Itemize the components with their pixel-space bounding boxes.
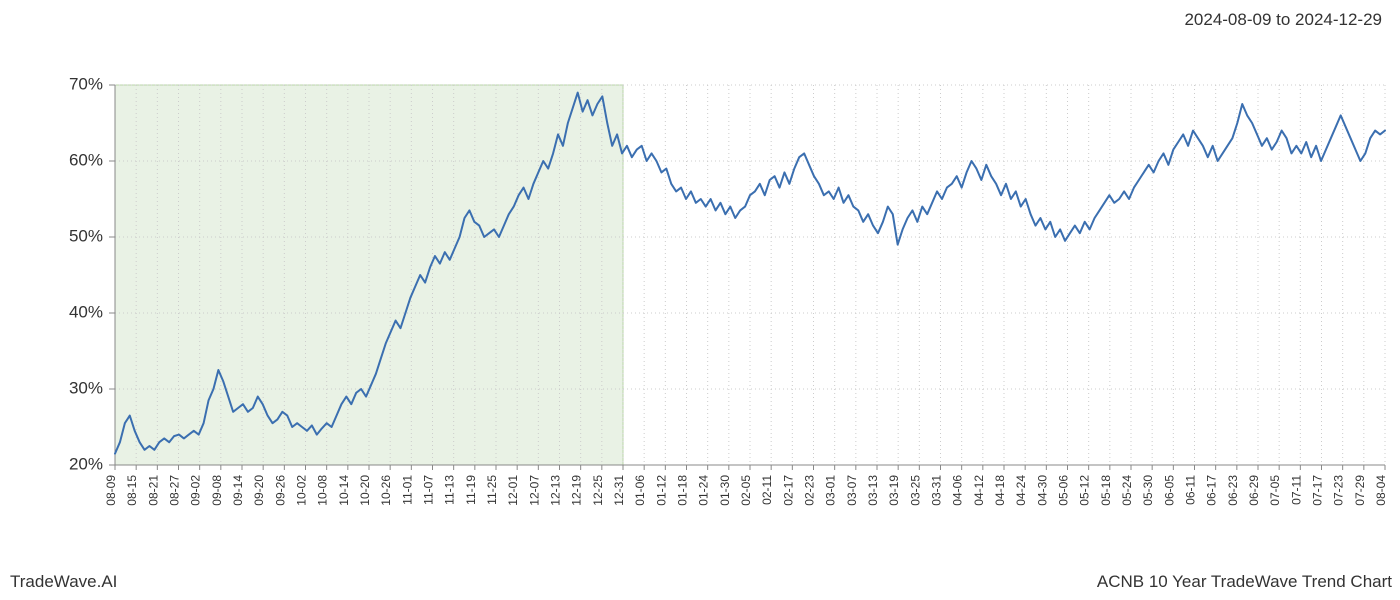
xtick-label: 01-18 — [676, 475, 690, 506]
xtick-label: 06-23 — [1226, 475, 1240, 506]
xtick-label: 08-09 — [104, 475, 118, 506]
xtick-label: 07-29 — [1353, 475, 1367, 506]
xtick-label: 12-07 — [527, 475, 541, 506]
xtick-label: 06-05 — [1162, 475, 1176, 506]
xtick-label: 12-01 — [506, 475, 520, 506]
xtick-label: 09-02 — [189, 475, 203, 506]
xtick-label: 12-13 — [549, 475, 563, 506]
xtick-label: 02-23 — [803, 475, 817, 506]
xtick-label: 04-12 — [972, 475, 986, 506]
xtick-label: 07-05 — [1268, 475, 1282, 506]
xtick-label: 12-19 — [570, 475, 584, 506]
xtick-label: 08-27 — [168, 475, 182, 506]
xtick-label: 01-12 — [654, 475, 668, 506]
xtick-label: 01-06 — [633, 475, 647, 506]
xtick-label: 06-29 — [1247, 475, 1261, 506]
xtick-label: 08-15 — [125, 475, 139, 506]
xtick-label: 10-02 — [295, 475, 309, 506]
xtick-label: 03-07 — [845, 475, 859, 506]
xtick-label: 04-18 — [993, 475, 1007, 506]
xtick-label: 11-25 — [485, 475, 499, 505]
xtick-label: 10-14 — [337, 475, 351, 506]
xtick-label: 11-13 — [443, 475, 457, 505]
xtick-label: 03-13 — [866, 475, 880, 506]
ytick-label: 50% — [69, 226, 103, 245]
xtick-label: 03-01 — [824, 475, 838, 506]
xtick-label: 12-31 — [612, 475, 626, 506]
xtick-label: 03-19 — [887, 475, 901, 506]
xtick-label: 06-17 — [1205, 475, 1219, 506]
line-chart: 20% 30% 40% 50% 60% 70% 08-09 08-15 08-21 08-27 09… — [0, 45, 1400, 565]
xtick-label: 01-30 — [718, 475, 732, 506]
xtick-label: 09-20 — [252, 475, 266, 506]
xtick-label: 10-26 — [379, 475, 393, 506]
xtick-label: 05-12 — [1078, 475, 1092, 506]
ytick-label: 20% — [69, 454, 103, 473]
xtick-label: 11-01 — [400, 475, 414, 505]
ytick-label: 30% — [69, 378, 103, 397]
xtick-label: 11-19 — [464, 475, 478, 505]
ytick-label: 60% — [69, 150, 103, 169]
xtick-label: 10-08 — [316, 475, 330, 506]
xtick-label: 05-18 — [1099, 475, 1113, 506]
xtick-label: 06-11 — [1184, 475, 1198, 505]
chart-title: ACNB 10 Year TradeWave Trend Chart — [1097, 572, 1392, 592]
xtick-label: 11-07 — [422, 475, 436, 505]
xtick-label: 04-24 — [1014, 475, 1028, 506]
ytick-label: 70% — [69, 74, 103, 93]
xtick-label: 08-04 — [1374, 475, 1388, 506]
xtick-label: 04-06 — [951, 475, 965, 506]
xtick-label: 09-08 — [210, 475, 224, 506]
xtick-label: 07-23 — [1332, 475, 1346, 506]
xtick-label: 05-30 — [1141, 475, 1155, 506]
xtick-label: 03-25 — [908, 475, 922, 506]
xtick-label: 12-25 — [591, 475, 605, 506]
date-range-label: 2024-08-09 to 2024-12-29 — [1184, 10, 1382, 30]
xtick-label: 02-17 — [781, 475, 795, 506]
xtick-label: 02-11 — [760, 475, 774, 505]
xtick-label: 07-17 — [1311, 475, 1325, 506]
xtick-label: 02-05 — [739, 475, 753, 506]
xtick-label: 03-31 — [930, 475, 944, 506]
chart-container: 20% 30% 40% 50% 60% 70% 08-09 08-15 08-21 08-27 09… — [0, 45, 1400, 565]
xtick-label: 05-06 — [1057, 475, 1071, 506]
ytick-label: 40% — [69, 302, 103, 321]
xtick-label: 04-30 — [1035, 475, 1049, 506]
xtick-label: 01-24 — [697, 475, 711, 506]
xtick-label: 07-11 — [1289, 475, 1303, 505]
brand-label: TradeWave.AI — [10, 572, 117, 592]
xtick-label: 09-26 — [273, 475, 287, 506]
xtick-label: 10-20 — [358, 475, 372, 506]
xtick-label: 09-14 — [231, 475, 245, 506]
xtick-label: 05-24 — [1120, 475, 1134, 506]
xtick-label: 08-21 — [146, 475, 160, 506]
